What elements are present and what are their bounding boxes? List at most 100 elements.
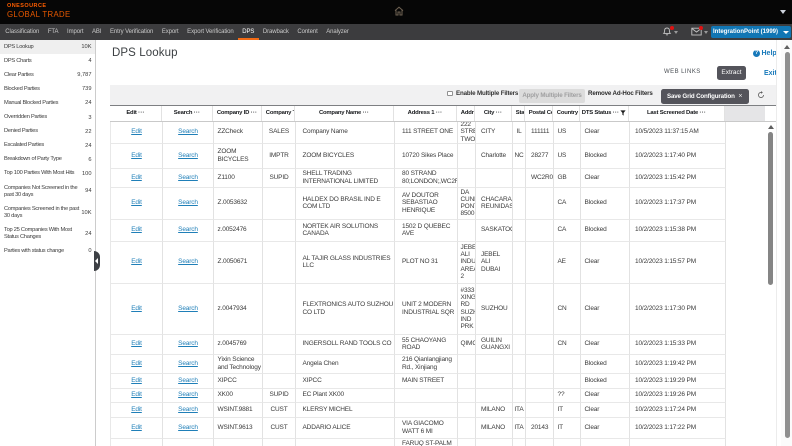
- notifications-caret[interactable]: [673, 30, 678, 34]
- grid-header-filler: [725, 105, 765, 121]
- column-menu-icon[interactable]: ···: [699, 110, 707, 116]
- sidebar-item-dps-charts[interactable]: DPS Charts 4: [0, 54, 95, 68]
- search-link-row-6[interactable]: Search: [178, 258, 198, 266]
- messages-button[interactable]: [691, 26, 703, 38]
- column-header-last-screened-date[interactable]: Last Screened Date ···: [629, 105, 725, 121]
- grid-scrollbar-thumb[interactable]: [768, 132, 773, 285]
- column-header-edit[interactable]: Edit ···: [110, 105, 162, 121]
- column-menu-icon[interactable]: ···: [138, 110, 145, 116]
- nav-item-export[interactable]: Export: [161, 29, 179, 35]
- edit-link-row-11[interactable]: Edit: [131, 391, 142, 399]
- edit-link-row-10[interactable]: Edit: [131, 376, 142, 384]
- column-header-company-type[interactable]: Company Type···: [262, 105, 295, 121]
- nav-item-abi[interactable]: ABI: [92, 29, 102, 35]
- edit-link-row-7[interactable]: Edit: [131, 304, 142, 312]
- column-menu-icon[interactable]: ···: [435, 110, 443, 116]
- extract-button[interactable]: Extract: [717, 66, 746, 80]
- cell-postal-code-wrap: [526, 438, 554, 446]
- nav-item-dps[interactable]: DPS: [237, 24, 259, 40]
- search-link-row-5[interactable]: Search: [178, 226, 198, 234]
- account-button[interactable]: IntegrationPoint (1999): [711, 26, 791, 38]
- page-scrollbar-up-arrow[interactable]: [784, 45, 790, 49]
- enable-multiple-filters-checkbox[interactable]: [447, 90, 453, 96]
- search-link-row-2[interactable]: Search: [178, 151, 198, 159]
- search-link-row-3[interactable]: Search: [178, 173, 198, 181]
- search-link-row-12[interactable]: Search: [178, 405, 198, 413]
- search-link-row-7[interactable]: Search: [178, 304, 198, 312]
- edit-link-row-3[interactable]: Edit: [131, 173, 142, 181]
- nav-item-entry-verification[interactable]: Entry Verification: [110, 29, 154, 35]
- edit-link-row-2[interactable]: Edit: [131, 151, 142, 159]
- sidebar-item-top-100-parties-with-most-hits[interactable]: Top 100 Parties With Most Hits 100: [0, 167, 95, 181]
- column-header-search[interactable]: Search ···: [162, 105, 213, 121]
- column-header-address-2[interactable]: Address 2···: [457, 105, 475, 121]
- column-header-city[interactable]: City ···: [475, 105, 512, 121]
- sidebar-item-clear-parties[interactable]: Clear Parties 9,787: [0, 68, 95, 82]
- column-header-label: Search: [173, 110, 193, 116]
- search-link-row-10[interactable]: Search: [178, 376, 198, 384]
- edit-link-row-5[interactable]: Edit: [131, 226, 142, 234]
- sidebar-item-companies-not-screened-in-the-past-30-days[interactable]: Companies Not Screened in the past 30 da…: [0, 181, 95, 202]
- column-menu-icon[interactable]: ···: [250, 110, 258, 116]
- messages-caret[interactable]: [704, 30, 708, 34]
- edit-link-row-4[interactable]: Edit: [131, 199, 142, 207]
- sidebar-item-overridden-parties[interactable]: Overridden Parties 3: [0, 110, 95, 124]
- column-header-postal-code[interactable]: Postal Code···: [525, 105, 553, 121]
- sidebar-item-breakdown-of-party-type[interactable]: Breakdown of Party Type 6: [0, 153, 95, 167]
- web-links-label[interactable]: WEB LINKS: [664, 69, 701, 75]
- notifications-button[interactable]: [662, 26, 674, 38]
- edit-link-row-13[interactable]: Edit: [131, 423, 142, 431]
- remove-adhoc-filters-button[interactable]: Remove Ad-Hoc Filters: [588, 90, 653, 97]
- exit-link[interactable]: Exit: [764, 69, 777, 77]
- edit-link-row-1[interactable]: Edit: [131, 128, 142, 136]
- nav-item-fta[interactable]: FTA: [47, 29, 59, 35]
- column-menu-icon[interactable]: ···: [495, 110, 503, 116]
- nav-item-drawback[interactable]: Drawback: [262, 29, 289, 35]
- column-menu-icon[interactable]: ···: [612, 110, 620, 116]
- search-link-row-13[interactable]: Search: [178, 423, 198, 431]
- search-link-row-8[interactable]: Search: [178, 340, 198, 348]
- sidebar-item-parties-with-status-change[interactable]: Parties with status change 0: [0, 244, 95, 258]
- column-menu-icon[interactable]: ···: [193, 110, 201, 116]
- edit-link-row-9[interactable]: Edit: [131, 359, 142, 367]
- sidebar-item-blocked-parties[interactable]: Blocked Parties 739: [0, 82, 95, 96]
- sidebar-item-top-25-companies-with-most-status-changes[interactable]: Top 25 Companies With Most Status Change…: [0, 223, 95, 244]
- sidebar-item-dps-lookup[interactable]: DPS Lookup 10K: [0, 40, 95, 55]
- save-grid-configuration-button[interactable]: Save Grid Configuration ×: [661, 89, 749, 104]
- column-header-state[interactable]: State···: [512, 105, 525, 121]
- refresh-icon[interactable]: [757, 90, 765, 99]
- edit-link-row-6[interactable]: Edit: [131, 258, 142, 266]
- sidebar-collapse-handle[interactable]: [94, 251, 100, 271]
- filter-funnel-icon[interactable]: [620, 110, 626, 116]
- search-link-row-9[interactable]: Search: [178, 359, 198, 367]
- sidebar-item-label: Companies Screened in the past 30 days: [4, 205, 80, 219]
- search-link-row-11[interactable]: Search: [178, 391, 198, 399]
- nav-item-analyzer[interactable]: Analyzer: [326, 29, 349, 35]
- sidebar-item-companies-screened-in-the-past-30-days[interactable]: Companies Screened in the past 30 days 10…: [0, 202, 95, 223]
- column-header-country[interactable]: Country···: [553, 105, 580, 121]
- edit-link-row-8[interactable]: Edit: [131, 340, 142, 348]
- nav-item-export-verification[interactable]: Export Verification: [187, 29, 234, 35]
- page-scrollbar-thumb[interactable]: [784, 52, 790, 438]
- home-icon[interactable]: [393, 5, 405, 17]
- column-header-address-1[interactable]: Address 1 ···: [394, 105, 457, 121]
- search-link-row-1[interactable]: Search: [178, 128, 198, 136]
- nav-item-content[interactable]: Content: [297, 29, 318, 35]
- search-link-row-4[interactable]: Search: [178, 199, 198, 207]
- sidebar-item-manual-blocked-parties[interactable]: Manual Blocked Parties 24: [0, 96, 95, 110]
- sidebar-item-escalated-parties[interactable]: Escalated Parties 24: [0, 139, 95, 153]
- save-grid-close-icon[interactable]: ×: [738, 93, 743, 100]
- nav-item-classification[interactable]: Classification: [5, 29, 40, 35]
- grid-scrollbar-up-arrow[interactable]: [768, 125, 774, 129]
- column-header-dts-status[interactable]: DTS Status ···: [580, 105, 629, 121]
- sidebar-item-denied-parties[interactable]: Denied Parties 22: [0, 125, 95, 139]
- nav-item-import[interactable]: Import: [67, 29, 84, 35]
- topbar-dropdown-caret[interactable]: [780, 10, 786, 14]
- column-header-company-name[interactable]: Company Name ···: [295, 105, 394, 121]
- column-header-company-id[interactable]: Company ID ···: [213, 105, 262, 121]
- column-menu-icon[interactable]: ···: [362, 110, 370, 116]
- grid-toolbar: Enable Multiple Filters Apply Multiple F…: [110, 85, 776, 105]
- edit-link-row-12[interactable]: Edit: [131, 405, 142, 413]
- help-link[interactable]: ? Help: [753, 49, 777, 57]
- apply-multiple-filters-button[interactable]: Apply Multiple Filters: [519, 88, 585, 103]
